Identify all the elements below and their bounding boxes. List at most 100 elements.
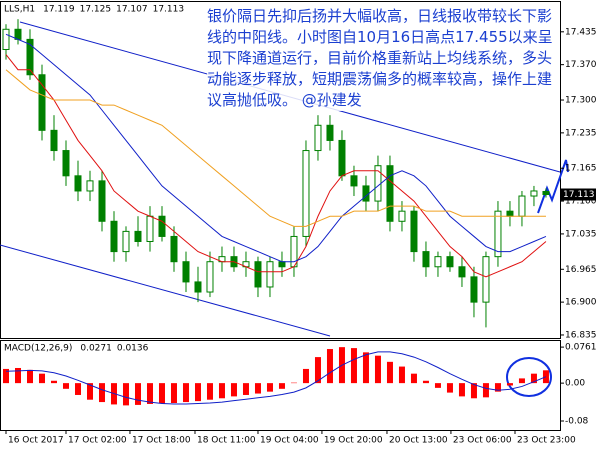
macd-bar <box>206 383 213 400</box>
macd-bar <box>26 369 33 384</box>
candle-body <box>254 261 262 288</box>
candle-body <box>458 266 466 278</box>
candle-body <box>302 150 310 237</box>
y-tick-label: 0.0761 <box>565 343 597 353</box>
macd-bar <box>2 368 9 384</box>
y-tick-label: 17.435 <box>565 27 597 37</box>
macd-bar <box>314 357 321 384</box>
candle-body <box>86 180 94 192</box>
macd-bar <box>470 383 477 399</box>
header-value: 17.119 <box>43 5 75 15</box>
y-tick-label: 16.965 <box>565 265 597 275</box>
candle-body <box>98 180 106 222</box>
y-tick-label: 16.900 <box>565 298 597 308</box>
macd-bar <box>170 383 177 404</box>
header-value: 17.107 <box>116 5 148 15</box>
macd-bar <box>146 383 153 404</box>
candle-body <box>194 281 202 293</box>
y-tick-label: 0.00 <box>565 379 585 389</box>
macd-bar <box>218 383 225 399</box>
macd-bar <box>362 352 369 384</box>
macd-bar <box>386 361 393 384</box>
candle-body <box>386 165 394 222</box>
macd-bar <box>242 383 249 395</box>
header-value: 17.125 <box>80 5 112 15</box>
y-tick-label: -0.08 <box>565 417 589 427</box>
candle-body <box>266 261 274 288</box>
candle-body <box>50 129 58 152</box>
macd-bar <box>422 380 429 384</box>
macd-bar <box>182 383 189 403</box>
candle-body <box>290 235 298 268</box>
price-frame <box>0 1 561 339</box>
macd-frame <box>0 340 561 431</box>
channel-lower <box>0 244 331 337</box>
candle-body <box>62 150 70 177</box>
y-tick-label: 17.165 <box>565 164 597 174</box>
candle-body <box>470 276 478 303</box>
candle-body <box>2 28 10 50</box>
candle-body <box>110 220 118 253</box>
candle-body <box>14 28 22 40</box>
macd-bar <box>266 383 273 392</box>
macd-bar <box>62 383 69 389</box>
price-header: LLS,H1 17.119 17.125 17.107 17.113 <box>4 5 184 15</box>
candle-body <box>278 261 286 268</box>
macd-bar <box>38 373 45 384</box>
candle-body <box>410 210 418 253</box>
macd-bar <box>158 383 165 404</box>
macd-bar <box>230 383 237 397</box>
header-title: MACD(12,26,9) <box>4 344 72 354</box>
candle-body <box>326 124 334 141</box>
candle-body <box>146 215 154 242</box>
candle-body <box>38 74 46 131</box>
y-tick-label: 17.300 <box>565 96 597 106</box>
candle-body <box>446 256 454 268</box>
current-price-box <box>560 188 596 201</box>
y-tick-label: 17.035 <box>565 229 597 239</box>
candle-body <box>518 195 526 217</box>
annotation: 银价隔日先抑后扬并大幅收高，日线报收带较长下影线的中阳线。小时图自10月16日高… <box>207 6 557 111</box>
moving-average <box>5 69 546 227</box>
candle-body <box>350 175 358 187</box>
macd-bar <box>50 380 57 384</box>
macd-bar <box>86 383 93 400</box>
candle-body <box>494 210 502 258</box>
candle-body <box>482 256 490 303</box>
macd-bar <box>14 367 21 384</box>
y-tick-label: 16.835 <box>565 330 597 340</box>
header-value: 17.113 <box>153 5 185 15</box>
candle-body <box>530 190 538 197</box>
candle-body <box>506 210 514 217</box>
candle-body <box>170 235 178 263</box>
macd-bar <box>374 355 381 384</box>
macd-bar <box>434 383 441 388</box>
candle-body <box>362 185 370 202</box>
candle-body <box>134 230 142 242</box>
candle-body <box>26 38 34 76</box>
macd-bar <box>254 383 261 394</box>
forecast-arrow <box>537 159 569 214</box>
moving-average <box>5 54 547 278</box>
candle-body <box>158 215 166 237</box>
macd-bar <box>482 383 489 398</box>
macd-bar <box>518 378 525 384</box>
y-tick-label: 17.235 <box>565 128 597 138</box>
candle-body <box>398 210 406 222</box>
macd-bar <box>350 348 357 384</box>
header-value: 0.0271 <box>80 344 112 354</box>
macd-bar <box>134 383 141 405</box>
macd-bar <box>446 383 453 393</box>
candle-body <box>422 251 430 268</box>
macd-bar <box>530 373 537 384</box>
y-tick-label: 17.100 <box>565 197 597 207</box>
x-tick-label: 16 Oct 2017 <box>8 436 64 446</box>
header-title: LLS,H1 <box>4 5 35 15</box>
macd-bar <box>506 383 513 386</box>
candle-body <box>74 175 82 192</box>
candle-body <box>542 190 550 196</box>
current-price-label: 17.113 <box>563 190 595 200</box>
x-tick-label: 17 Oct 02:00 <box>68 436 127 446</box>
